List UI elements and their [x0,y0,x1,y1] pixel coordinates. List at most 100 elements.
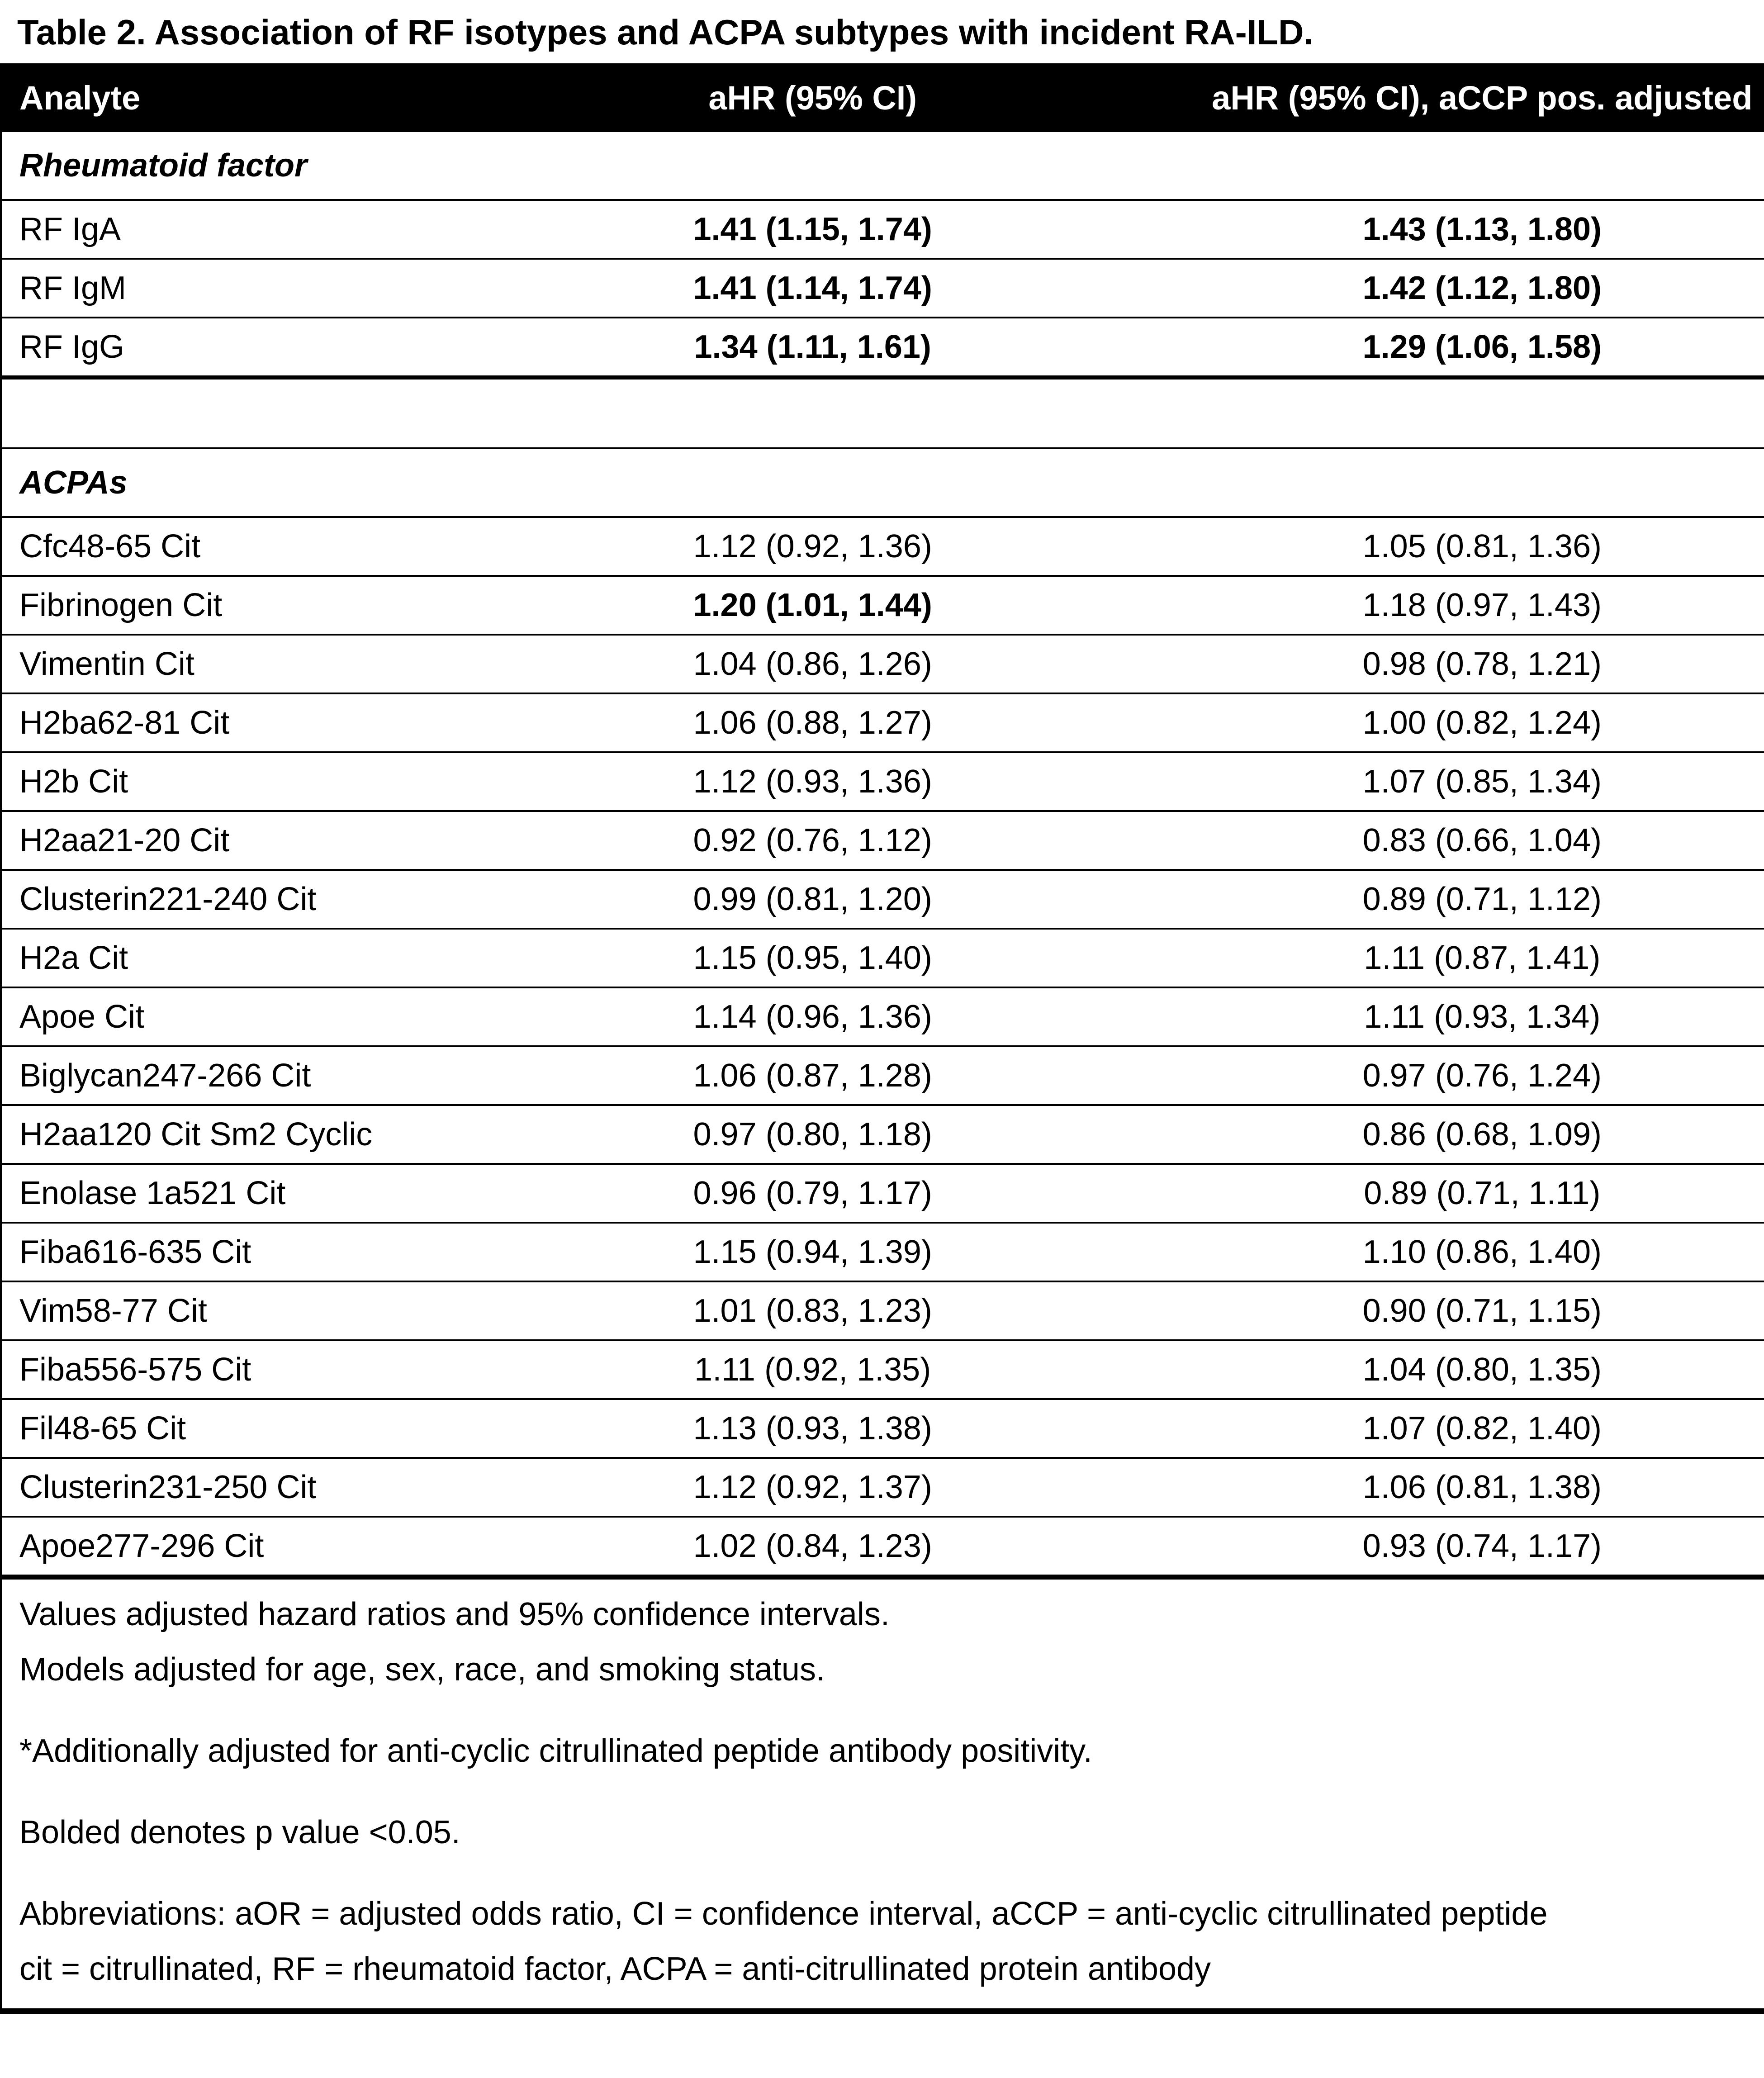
ahr-adjusted-value-cell: 0.86 (0.68, 1.09) [1200,1105,1764,1165]
ahr-value-cell: 1.01 (0.83, 1.23) [425,1281,1200,1341]
table-row: Fibrinogen Cit 1.20 (1.01, 1.44) 1.18 (0.9… [2,576,1764,636]
table-header: Analyte aHR (95% CI) aHR (95% CI), aCCP … [2,63,1764,132]
ahr-adjusted-value-cell: 1.29 (1.06, 1.58) [1200,318,1764,380]
ahr-value-cell: 1.12 (0.92, 1.36) [425,517,1200,577]
table-row: Fiba616-635 Cit 1.15 (0.94, 1.39) 1.10 (0.… [2,1223,1764,1282]
analyte-cell: RF IgG [2,318,425,380]
analyte-cell: Fil48-65 Cit [2,1399,425,1459]
ahr-adjusted-value-cell: 1.10 (0.86, 1.40) [1200,1223,1764,1282]
section-header-row: ACPAs [2,448,1764,518]
analyte-cell: H2aa21-20 Cit [2,811,425,871]
table-row: H2a Cit 1.15 (0.95, 1.40) 1.11 (0.87, 1.41… [2,929,1764,988]
ahr-value-cell: 1.34 (1.11, 1.61) [425,318,1200,380]
table-body: Rheumatoid factor RF IgA 1.41 (1.15, 1.74)… [2,132,1764,1580]
footnote-line: Models adjusted for age, sex, race, and … [19,1651,825,1688]
ahr-adjusted-value-cell: 0.83 (0.66, 1.04) [1200,811,1764,871]
analyte-cell: Apoe277-296 Cit [2,1517,425,1580]
ahr-adjusted-value-cell: 0.97 (0.76, 1.24) [1200,1046,1764,1106]
footnote-line: Values adjusted hazard ratios and 95% co… [19,1596,890,1632]
footnote-line: *Additionally adjusted for anti-cyclic c… [19,1733,1092,1769]
ahr-adjusted-value-cell: 0.98 (0.78, 1.21) [1200,635,1764,694]
ahr-adjusted-value-cell: 0.89 (0.71, 1.11) [1200,1164,1764,1224]
ahr-value-cell: 1.14 (0.96, 1.36) [425,987,1200,1047]
analyte-cell: Cfc48-65 Cit [2,517,425,577]
analyte-cell: Enolase 1a521 Cit [2,1164,425,1224]
ahr-adjusted-value-cell: 1.04 (0.80, 1.35) [1200,1340,1764,1400]
analyte-cell: Vim58-77 Cit [2,1281,425,1341]
analyte-cell: H2ba62-81 Cit [2,693,425,753]
ahr-value-cell: 1.41 (1.14, 1.74) [425,259,1200,318]
ahr-value-cell: 0.96 (0.79, 1.17) [425,1164,1200,1224]
ahr-adjusted-value-cell: 0.93 (0.74, 1.17) [1200,1517,1764,1580]
table-row: Cfc48-65 Cit 1.12 (0.92, 1.36) 1.05 (0.81,… [2,517,1764,577]
ahr-value-cell: 1.20 (1.01, 1.44) [425,576,1200,636]
section-header-label: ACPAs [2,448,1764,518]
ahr-adjusted-value-cell: 1.07 (0.82, 1.40) [1200,1399,1764,1459]
ahr-value-cell: 1.12 (0.93, 1.36) [425,752,1200,812]
table-row: H2aa120 Cit Sm2 Cyclic 0.97 (0.80, 1.18) 0… [2,1105,1764,1165]
ahr-adjusted-value-cell: 1.05 (0.81, 1.36) [1200,517,1764,577]
ahr-value-cell: 1.13 (0.93, 1.38) [425,1399,1200,1459]
table-container: Analyte aHR (95% CI) aHR (95% CI), aCCP … [0,63,1764,2014]
column-header-ahr-adjusted: aHR (95% CI), aCCP pos. adjusted [1200,63,1764,132]
ahr-value-cell: 0.97 (0.80, 1.18) [425,1105,1200,1165]
table-row: Apoe Cit 1.14 (0.96, 1.36) 1.11 (0.93, 1.3… [2,987,1764,1047]
analyte-cell: Apoe Cit [2,987,425,1047]
table-row: H2ba62-81 Cit 1.06 (0.88, 1.27) 1.00 (0.82… [2,693,1764,753]
ahr-adjusted-value-cell: 1.00 (0.82, 1.24) [1200,693,1764,753]
analyte-cell: H2a Cit [2,929,425,988]
ahr-adjusted-value-cell: 1.18 (0.97, 1.43) [1200,576,1764,636]
header-row: Analyte aHR (95% CI) aHR (95% CI), aCCP … [2,63,1764,132]
ahr-value-cell: 1.11 (0.92, 1.35) [425,1340,1200,1400]
ahr-value-cell: 1.15 (0.95, 1.40) [425,929,1200,988]
ahr-adjusted-value-cell: 1.07 (0.85, 1.34) [1200,752,1764,812]
ahr-adjusted-value-cell: 1.43 (1.13, 1.80) [1200,200,1764,260]
column-header-analyte: Analyte [2,63,425,132]
analyte-cell: Fiba556-575 Cit [2,1340,425,1400]
ahr-value-cell: 1.04 (0.86, 1.26) [425,635,1200,694]
table-row: Biglycan247-266 Cit 1.06 (0.87, 1.28) 0.97… [2,1046,1764,1106]
spacer-row [2,377,1764,449]
table-row: Vimentin Cit 1.04 (0.86, 1.26) 0.98 (0.78,… [2,635,1764,694]
analyte-cell: Fiba616-635 Cit [2,1223,425,1282]
analyte-cell: Fibrinogen Cit [2,576,425,636]
ahr-adjusted-value-cell: 1.11 (0.93, 1.34) [1200,987,1764,1047]
analyte-cell: Vimentin Cit [2,635,425,694]
ahr-adjusted-value-cell: 1.06 (0.81, 1.38) [1200,1458,1764,1518]
column-header-ahr: aHR (95% CI) [425,63,1200,132]
footnote-line: cit = citrullinated, RF = rheumatoid fac… [19,1951,1211,1987]
ahr-value-cell: 0.99 (0.81, 1.20) [425,870,1200,930]
ahr-value-cell: 1.41 (1.15, 1.74) [425,200,1200,260]
ahr-adjusted-value-cell: 1.42 (1.12, 1.80) [1200,259,1764,318]
footnotes: Values adjusted hazard ratios and 95% co… [2,1580,1764,2008]
table-row: Enolase 1a521 Cit 0.96 (0.79, 1.17) 0.89 (… [2,1164,1764,1224]
table-row: RF IgG 1.34 (1.11, 1.61) 1.29 (1.06, 1.58) [2,318,1764,380]
ahr-adjusted-value-cell: 0.90 (0.71, 1.15) [1200,1281,1764,1341]
analyte-cell: H2b Cit [2,752,425,812]
ahr-value-cell: 1.15 (0.94, 1.39) [425,1223,1200,1282]
table-row: Fiba556-575 Cit 1.11 (0.92, 1.35) 1.04 (0.… [2,1340,1764,1400]
table-row: H2aa21-20 Cit 0.92 (0.76, 1.12) 0.83 (0.66… [2,811,1764,871]
table-row: Clusterin231-250 Cit 1.12 (0.92, 1.37) 1.0… [2,1458,1764,1518]
section-header-row: Rheumatoid factor [2,132,1764,201]
table-row: Clusterin221-240 Cit 0.99 (0.81, 1.20) 0.8… [2,870,1764,930]
table-row: Fil48-65 Cit 1.13 (0.93, 1.38) 1.07 (0.82,… [2,1399,1764,1459]
analyte-cell: H2aa120 Cit Sm2 Cyclic [2,1105,425,1165]
analyte-cell: RF IgA [2,200,425,260]
table-title: Table 2. Association of RF isotypes and … [17,12,1314,52]
footnote-line: Abbreviations: aOR = adjusted odds ratio… [19,1896,1548,1932]
spacer-cell [2,377,1764,449]
table-row: RF IgA 1.41 (1.15, 1.74) 1.43 (1.13, 1.80) [2,200,1764,260]
table-row: Apoe277-296 Cit 1.02 (0.84, 1.23) 0.93 (0.… [2,1517,1764,1580]
table-row: RF IgM 1.41 (1.14, 1.74) 1.42 (1.12, 1.80) [2,259,1764,318]
section-header-label: Rheumatoid factor [2,132,1764,201]
analyte-cell: Clusterin221-240 Cit [2,870,425,930]
analyte-cell: Clusterin231-250 Cit [2,1458,425,1518]
ahr-value-cell: 1.12 (0.92, 1.37) [425,1458,1200,1518]
ahr-value-cell: 1.06 (0.87, 1.28) [425,1046,1200,1106]
ahr-value-cell: 1.06 (0.88, 1.27) [425,693,1200,753]
results-table: Analyte aHR (95% CI) aHR (95% CI), aCCP … [2,63,1764,1580]
table-row: Vim58-77 Cit 1.01 (0.83, 1.23) 0.90 (0.71,… [2,1281,1764,1341]
table-row: H2b Cit 1.12 (0.93, 1.36) 1.07 (0.85, 1.34… [2,752,1764,812]
